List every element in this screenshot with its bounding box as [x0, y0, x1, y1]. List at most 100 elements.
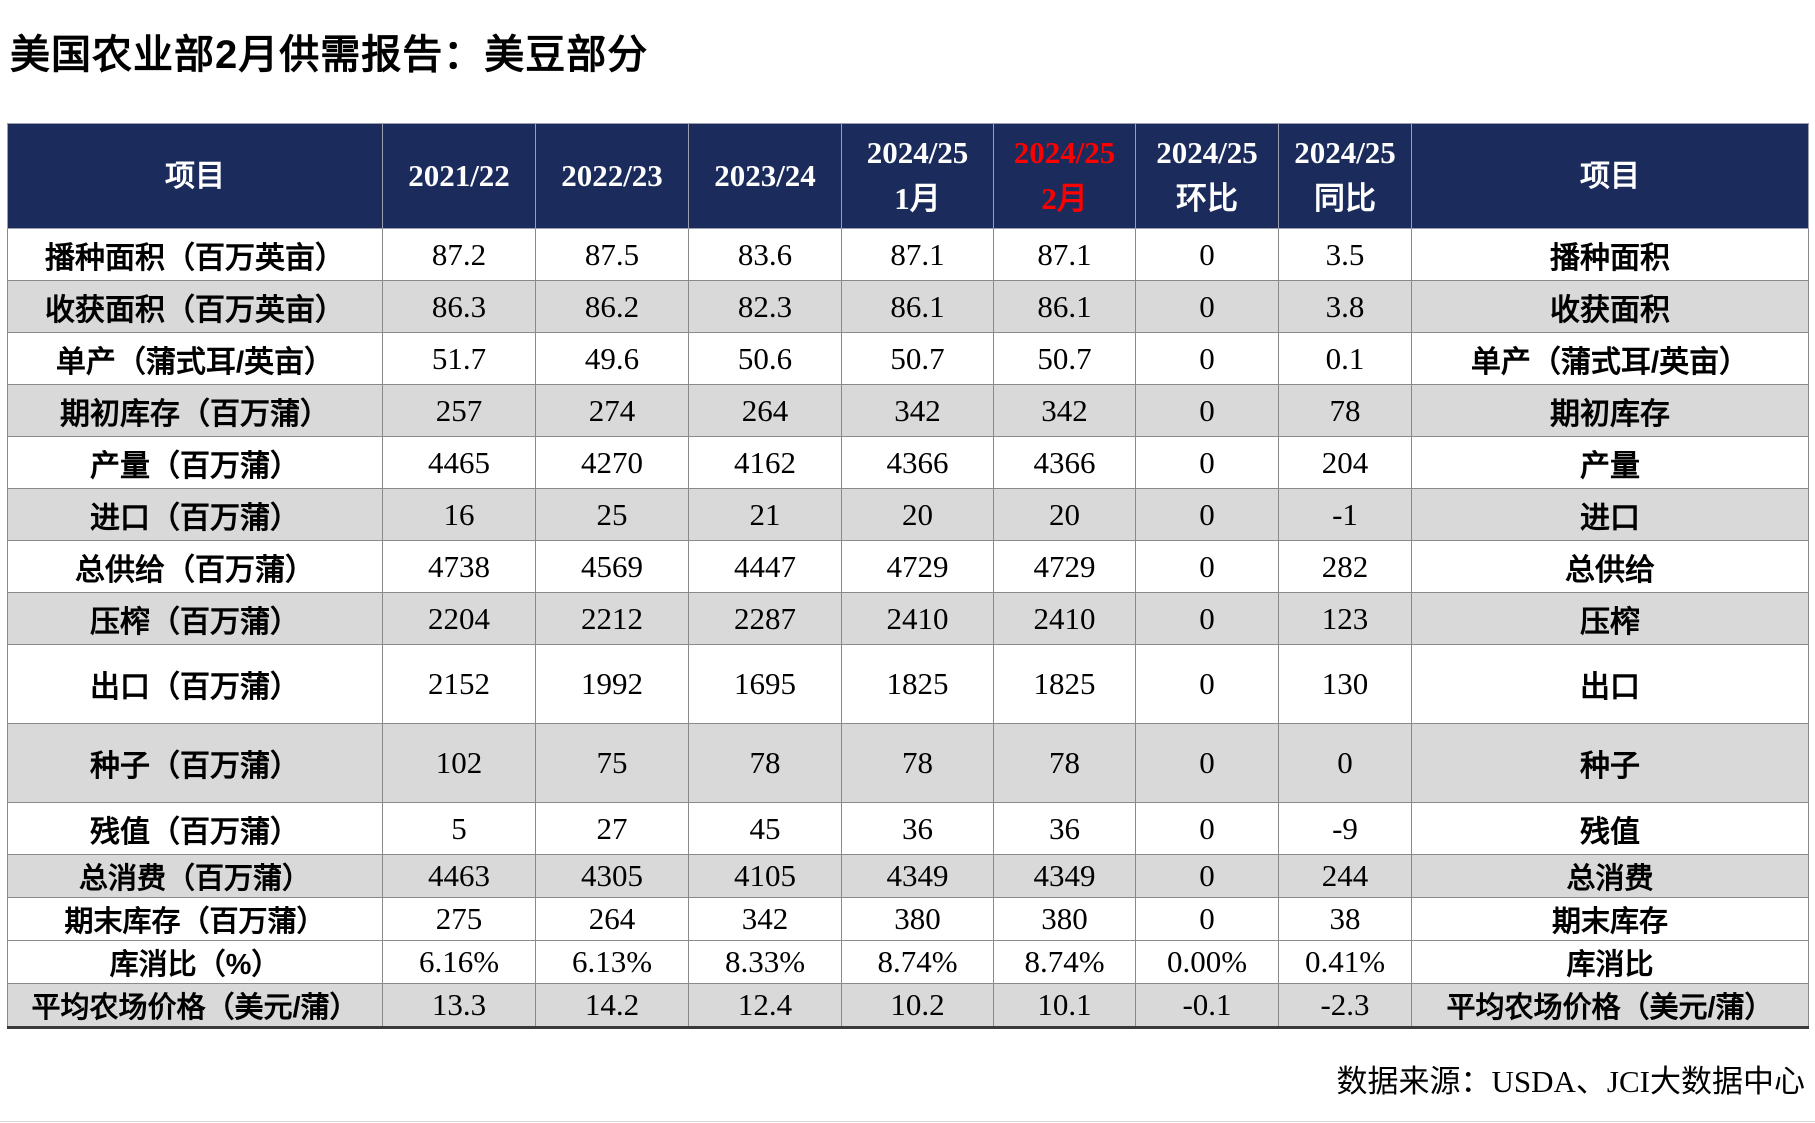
table-row: 压榨（百万蒲） 2204 2212 2287 2410 2410 0 123 压… — [7, 592, 1809, 645]
data-source: 数据来源：USDA、JCI大数据中心 — [1336, 1064, 1805, 1099]
row-label-left: 收获面积（百万英亩） — [7, 280, 383, 333]
row-label-right: 出口 — [1411, 644, 1809, 724]
cell-value: 86.3 — [382, 280, 536, 333]
header-2024-25-mom: 2024/25 环比 — [1135, 123, 1279, 229]
row-label-right: 产量 — [1411, 436, 1809, 489]
cell-value: 78 — [1278, 384, 1412, 437]
cell-value: 275 — [382, 897, 536, 941]
header-2021-22: 2021/22 — [382, 123, 536, 229]
cell-value: 4349 — [993, 854, 1136, 898]
cell-value: 51.7 — [382, 332, 536, 385]
cell-value: -2.3 — [1278, 983, 1412, 1028]
table-row: 残值（百万蒲） 5 27 45 36 36 0 -9 残值 — [7, 802, 1809, 855]
row-label-left: 期末库存（百万蒲） — [7, 897, 383, 941]
table-row: 单产（蒲式耳/英亩） 51.7 49.6 50.6 50.7 50.7 0 0.… — [7, 332, 1809, 385]
row-label-right: 单产（蒲式耳/英亩） — [1411, 332, 1809, 385]
cell-value: 38 — [1278, 897, 1412, 941]
cell-value: 4366 — [841, 436, 994, 489]
cell-value: 4349 — [841, 854, 994, 898]
header-2022-23: 2022/23 — [535, 123, 689, 229]
row-label-right: 期初库存 — [1411, 384, 1809, 437]
cell-value: 0 — [1135, 488, 1279, 541]
cell-value: 264 — [688, 384, 842, 437]
cell-value: 380 — [841, 897, 994, 941]
cell-value: 0 — [1135, 436, 1279, 489]
cell-value: 86.1 — [993, 280, 1136, 333]
cell-value: 2410 — [841, 592, 994, 645]
cell-value: 264 — [535, 897, 689, 941]
table-row: 总消费（百万蒲） 4463 4305 4105 4349 4349 0 244 … — [7, 854, 1809, 898]
cell-value: 12.4 — [688, 983, 842, 1028]
cell-value: 8.74% — [993, 940, 1136, 984]
cell-value: 257 — [382, 384, 536, 437]
table-row: 期初库存（百万蒲） 257 274 264 342 342 0 78 期初库存 — [7, 384, 1809, 437]
cell-value: 0 — [1135, 802, 1279, 855]
cell-value: 0 — [1135, 332, 1279, 385]
cell-value: 0.41% — [1278, 940, 1412, 984]
table-row: 收获面积（百万英亩） 86.3 86.2 82.3 86.1 86.1 0 3.… — [7, 280, 1809, 333]
row-label-right: 平均农场价格（美元/蒲） — [1411, 983, 1809, 1028]
cell-value: 0 — [1135, 854, 1279, 898]
cell-value: 49.6 — [535, 332, 689, 385]
row-label-right: 压榨 — [1411, 592, 1809, 645]
cell-value: 4447 — [688, 540, 842, 593]
cell-value: 2152 — [382, 644, 536, 724]
cell-value: -9 — [1278, 802, 1412, 855]
cell-value: 4105 — [688, 854, 842, 898]
cell-value: 4366 — [993, 436, 1136, 489]
cell-value: 83.6 — [688, 228, 842, 281]
header-row: 项目 2021/22 2022/23 2023/24 2024/25 1月 20… — [7, 123, 1809, 229]
table-row: 播种面积（百万英亩） 87.2 87.5 83.6 87.1 87.1 0 3.… — [7, 228, 1809, 281]
cell-value: -0.1 — [1135, 983, 1279, 1028]
cell-value: 2410 — [993, 592, 1136, 645]
header-2024-25-jan: 2024/25 1月 — [841, 123, 994, 229]
cell-value: 380 — [993, 897, 1136, 941]
table-row: 出口（百万蒲） 2152 1992 1695 1825 1825 0 130 出… — [7, 644, 1809, 724]
cell-value: 4569 — [535, 540, 689, 593]
cell-value: 0 — [1135, 644, 1279, 724]
cell-value: 20 — [993, 488, 1136, 541]
row-label-left: 单产（蒲式耳/英亩） — [7, 332, 383, 385]
cell-value: 0 — [1135, 540, 1279, 593]
cell-value: 78 — [993, 723, 1136, 803]
cell-value: 8.33% — [688, 940, 842, 984]
cell-value: 13.3 — [382, 983, 536, 1028]
table-row: 进口（百万蒲） 16 25 21 20 20 0 -1 进口 — [7, 488, 1809, 541]
cell-value: 78 — [688, 723, 842, 803]
cell-value: 342 — [993, 384, 1136, 437]
table-row: 平均农场价格（美元/蒲） 13.3 14.2 12.4 10.2 10.1 -0… — [7, 983, 1809, 1028]
cell-value: 204 — [1278, 436, 1412, 489]
cell-value: 4270 — [535, 436, 689, 489]
cell-value: 0.1 — [1278, 332, 1412, 385]
table-row: 产量（百万蒲） 4465 4270 4162 4366 4366 0 204 产… — [7, 436, 1809, 489]
cell-value: 36 — [993, 802, 1136, 855]
cell-value: 282 — [1278, 540, 1412, 593]
cell-value: 14.2 — [535, 983, 689, 1028]
cell-value: 3.8 — [1278, 280, 1412, 333]
row-label-left: 平均农场价格（美元/蒲） — [7, 983, 383, 1028]
row-label-right: 播种面积 — [1411, 228, 1809, 281]
cell-value: 342 — [688, 897, 842, 941]
table-row: 种子（百万蒲） 102 75 78 78 78 0 0 种子 — [7, 723, 1809, 803]
cell-value: 8.74% — [841, 940, 994, 984]
cell-value: 27 — [535, 802, 689, 855]
row-label-left: 进口（百万蒲） — [7, 488, 383, 541]
cell-value: 10.2 — [841, 983, 994, 1028]
cell-value: 50.7 — [993, 332, 1136, 385]
cell-value: 342 — [841, 384, 994, 437]
row-label-left: 播种面积（百万英亩） — [7, 228, 383, 281]
cell-value: 45 — [688, 802, 842, 855]
table-row: 总供给（百万蒲） 4738 4569 4447 4729 4729 0 282 … — [7, 540, 1809, 593]
cell-value: 4729 — [841, 540, 994, 593]
header-item-right: 项目 — [1411, 123, 1809, 229]
cell-value: 1992 — [535, 644, 689, 724]
cell-value: 16 — [382, 488, 536, 541]
row-label-left: 总消费（百万蒲） — [7, 854, 383, 898]
cell-value: 1825 — [841, 644, 994, 724]
table-row: 期末库存（百万蒲） 275 264 342 380 380 0 38 期末库存 — [7, 897, 1809, 941]
cell-value: 78 — [841, 723, 994, 803]
row-label-left: 库消比（%） — [7, 940, 383, 984]
row-label-right: 库消比 — [1411, 940, 1809, 984]
cell-value: 86.1 — [841, 280, 994, 333]
